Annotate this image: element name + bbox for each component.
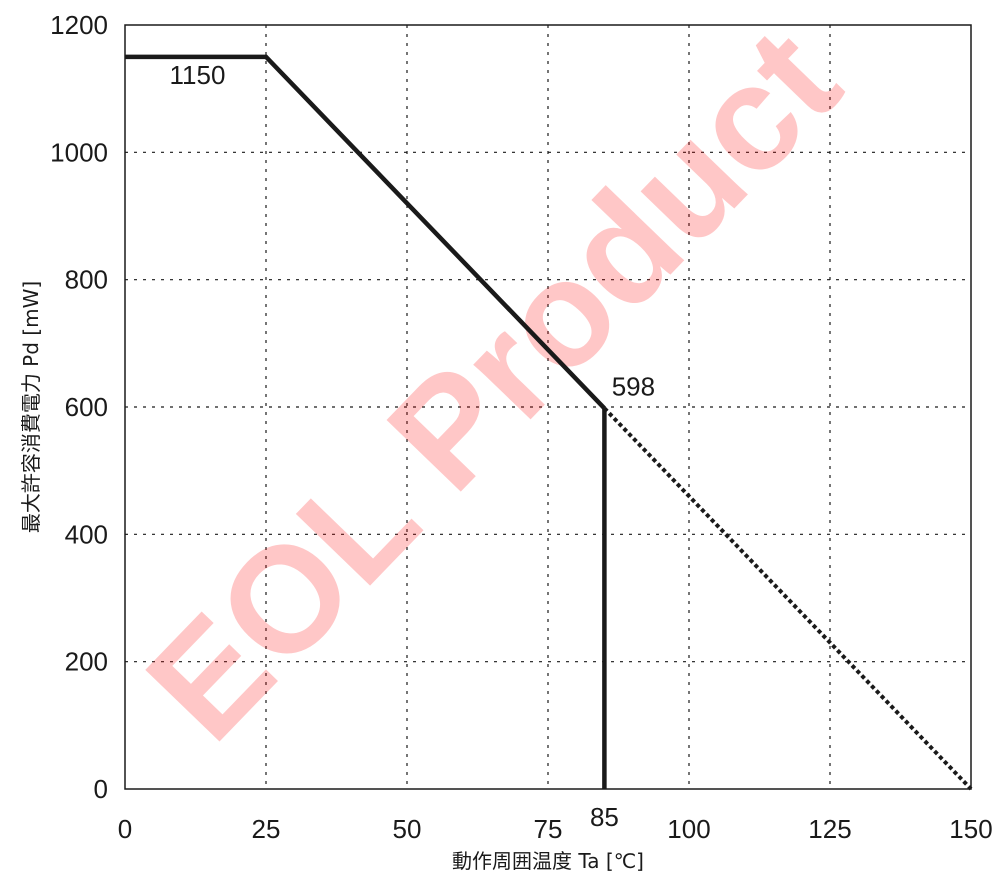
annotation-598: 598 xyxy=(612,371,655,401)
y-axis-title: 最大許容消費電力 Pd [mW] xyxy=(19,281,43,533)
y-tick-label: 600 xyxy=(65,392,108,422)
y-tick-label: 400 xyxy=(65,519,108,549)
grid-lines xyxy=(125,25,971,789)
annotation-1150: 1150 xyxy=(170,60,226,90)
x-tick-label: 0 xyxy=(118,814,132,844)
y-tick-label: 800 xyxy=(65,265,108,295)
y-tick-label: 200 xyxy=(65,647,108,677)
tick-labels: 0 25 50 75 100 125 150 85 0 200 400 600 800 1000 1200 xyxy=(50,10,993,844)
derating-line xyxy=(125,54,607,410)
plot-frame xyxy=(124,24,972,790)
x-tick-label: 75 xyxy=(534,814,563,844)
y-tick-label: 0 xyxy=(94,774,108,804)
x-tick-label: 125 xyxy=(808,814,851,844)
x-tick-label: 150 xyxy=(949,814,992,844)
y-tick-label: 1200 xyxy=(50,10,108,40)
y-tick-label: 1000 xyxy=(50,137,108,167)
x-tick-label-extra: 85 xyxy=(590,802,619,832)
data-annotations: 1150 598 xyxy=(170,60,656,401)
watermark: EOL Product xyxy=(115,0,871,771)
x-tick-label: 25 xyxy=(252,814,281,844)
watermark-text: EOL Product xyxy=(115,0,871,771)
x-tick-label: 50 xyxy=(393,814,422,844)
derating-extension-line xyxy=(602,406,973,791)
series-lines xyxy=(125,54,973,791)
x-tick-label: 100 xyxy=(667,814,710,844)
x-axis-title: 動作周囲温度 Ta [℃] xyxy=(452,849,644,873)
